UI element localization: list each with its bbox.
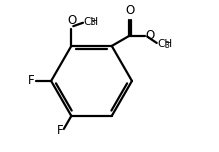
Text: CH: CH: [84, 17, 99, 27]
Text: F: F: [28, 74, 35, 87]
Text: O: O: [125, 4, 135, 17]
Text: F: F: [57, 124, 63, 137]
Text: O: O: [67, 14, 77, 27]
Text: CH: CH: [157, 39, 173, 49]
Text: O: O: [146, 29, 155, 42]
Text: 3: 3: [91, 18, 95, 27]
Text: 3: 3: [164, 41, 169, 50]
